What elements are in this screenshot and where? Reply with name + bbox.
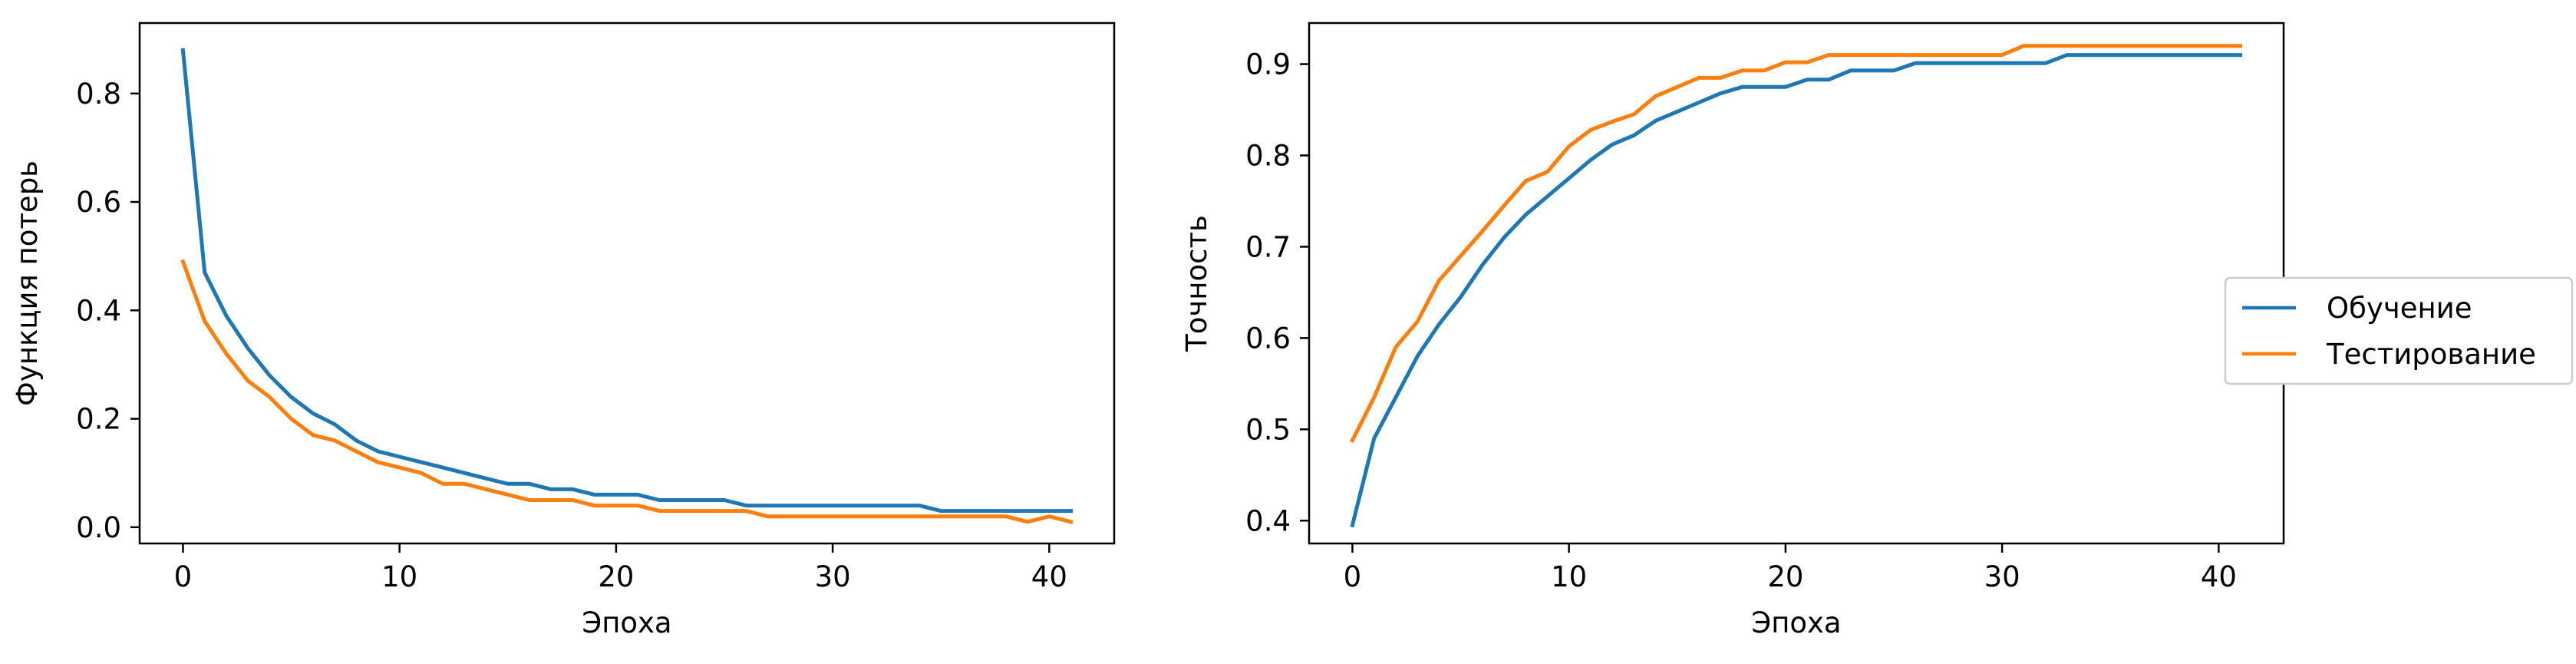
acc-y-tick-label: 0.9: [1245, 48, 1291, 81]
loss-series-test-line: [180, 259, 1074, 524]
acc-x-tick-label: 30: [1984, 560, 2020, 593]
acc-axes-frame: [1308, 21, 2285, 545]
acc-y-tick-label: 0.7: [1245, 230, 1291, 263]
acc-x-tick-label: 10: [1551, 560, 1587, 593]
legend-label-test: Тестирование: [2326, 338, 2536, 371]
acc-y-tick-label: 0.4: [1245, 504, 1291, 537]
loss-y-tick-label: 0.0: [76, 511, 121, 544]
loss-series-train-line: [180, 48, 1074, 514]
acc-x-tick-label: 40: [2201, 560, 2237, 593]
legend: Обучение Тестирование: [2224, 276, 2574, 385]
acc-series-test-line: [1350, 44, 2243, 443]
acc-y-tick-label: 0.5: [1245, 413, 1291, 446]
loss-y-tick-label: 0.4: [76, 294, 121, 327]
loss-x-axis-label: Эпоха: [582, 606, 671, 639]
loss-chart: 0 10 20 30 40 0.0 0.2 0.4 0.6 0.8 Эпоха Функция пот…: [11, 21, 1116, 639]
acc-y-tick-label: 0.6: [1245, 322, 1291, 355]
acc-x-tick-label: 20: [1767, 560, 1803, 593]
loss-axes-frame: [138, 21, 1116, 545]
loss-x-tick-label: 0: [174, 560, 193, 593]
loss-x-tick-label: 40: [1031, 560, 1067, 593]
acc-series-train-line: [1350, 53, 2243, 528]
loss-x-tick-label: 30: [815, 560, 851, 593]
loss-y-axis-label: Функция потерь: [11, 160, 44, 406]
loss-y-tick-label: 0.2: [76, 403, 121, 436]
loss-x-tick-label: 20: [598, 560, 634, 593]
legend-label-train: Обучение: [2327, 292, 2472, 325]
loss-x-tick-label: 10: [381, 560, 417, 593]
loss-y-tick-label: 0.8: [76, 78, 121, 111]
acc-x-axis-label: Эпоха: [1751, 606, 1841, 639]
legend-frame: [2224, 276, 2574, 385]
acc-y-axis-label: Точность: [1180, 215, 1213, 352]
accuracy-chart: 0 10 20 30 40 0.4 0.5 0.6 0.7 0.8 0.9 Эпоха Точность: [1180, 21, 2285, 639]
acc-x-tick-label: 0: [1344, 560, 1362, 593]
loss-y-tick-label: 0.6: [76, 186, 121, 219]
acc-y-tick-label: 0.8: [1245, 139, 1291, 172]
